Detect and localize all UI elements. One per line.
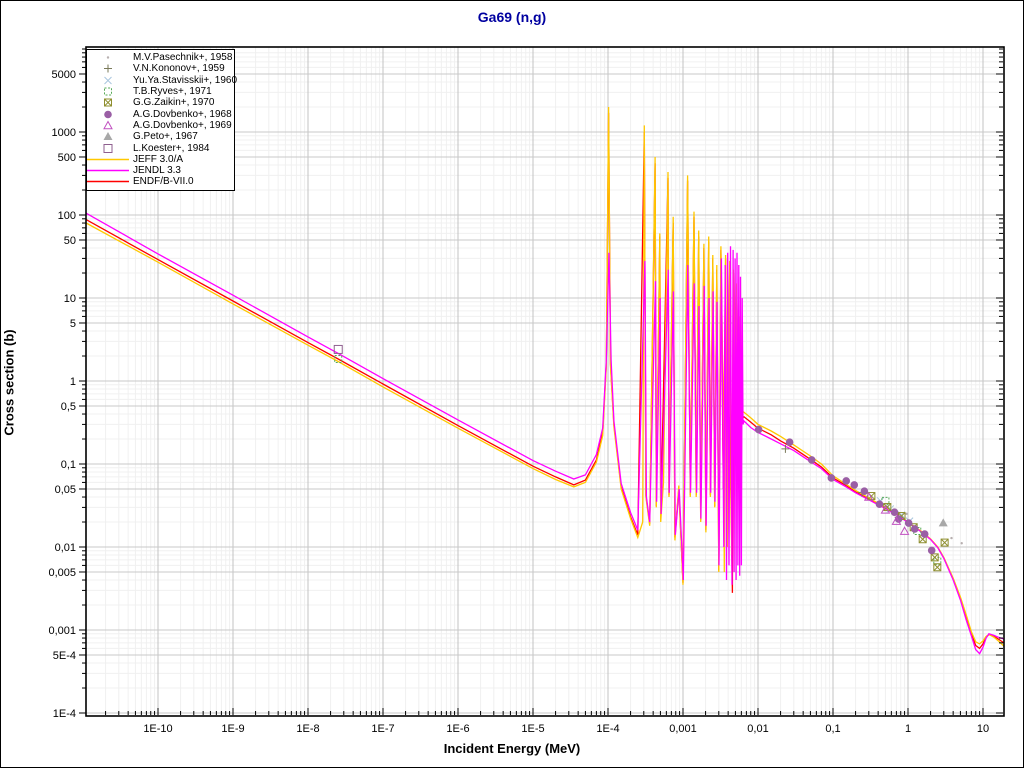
grid-minor	[86, 47, 1004, 716]
legend-item-m-v-pasechnik-1958: M.V.Pasechnik+, 1958	[87, 52, 234, 63]
legend-label: Yu.Ya.Stavisskii+, 1960	[133, 74, 238, 86]
x-tick-label: 1E-8	[296, 723, 319, 735]
y-tick-label: 0,001	[48, 625, 76, 637]
legend-line-swatch	[87, 181, 129, 183]
x-axis-title: Incident Energy (MeV)	[443, 741, 581, 756]
legend-item-jendl-3-3: JENDL 3.3	[87, 165, 234, 176]
x-tick-label: 1E-10	[143, 723, 172, 735]
legend-label: V.N.Kononov+, 1959	[133, 63, 225, 75]
legend-item-g-peto-1967: G.Peto+, 1967	[87, 131, 234, 142]
legend-label: ENDF/B-VII.0	[133, 176, 194, 188]
x-tick-labels: 1E-10 1E-9 1E-8 1E-7 1E-6 1E-5 1E-4 0,001 0,01 0,…	[143, 723, 989, 735]
y-tick-label: 500	[58, 152, 76, 164]
legend-sq-dashed-marker-icon	[104, 87, 112, 96]
legend-label: JENDL 3.3	[133, 165, 181, 177]
y-tick-label: 1000	[52, 127, 76, 139]
x-tick-label: 1E-5	[521, 723, 544, 735]
legend-label: JEFF 3.0/A	[133, 153, 184, 165]
series-jendl-3-3	[85, 212, 1005, 655]
legend-line-swatch	[87, 169, 129, 172]
legend-tri-open-marker-icon	[103, 120, 113, 130]
y-tick-label: 5	[70, 318, 76, 330]
scatter-l-koester-1984	[333, 344, 343, 354]
x-tick-label: 1E-7	[371, 723, 394, 735]
legend-label: G.G.Zaikin+, 1970	[133, 97, 215, 109]
y-tick-labels: 5000 1000 500 100 50 10 5 1 0,5 0,1 0,05 0,01 0,005 0…	[48, 69, 76, 720]
y-tick-label: 5000	[52, 69, 76, 81]
y-tick-label: 1E-4	[53, 708, 76, 720]
y-tick-label: 100	[58, 210, 76, 222]
y-tick-label: 1	[70, 376, 76, 388]
legend-item-endf-b-vii-0: ENDF/B-VII.0	[87, 176, 234, 187]
scatter-g-peto-1967	[938, 518, 948, 527]
y-tick-label: 0,5	[61, 401, 76, 413]
x-tick-label: 0,1	[825, 723, 840, 735]
x-tick-label: 1E-4	[596, 723, 619, 735]
scatter-a-g-dovbenko-1968	[754, 425, 936, 555]
y-tick-label: 50	[64, 235, 76, 247]
legend-item-l-koester-1984: L.Koester+, 1984	[87, 142, 234, 154]
legend-label: M.V.Pasechnik+, 1958	[133, 52, 233, 64]
chart-title: Ga69 (n,g)	[477, 9, 547, 25]
legend-line-swatch	[87, 158, 129, 161]
y-tick-label: 0,005	[48, 567, 76, 579]
scatter-m-v-pasechnik-1958	[905, 512, 963, 545]
legend-tri-fill-marker-icon	[103, 132, 113, 141]
y-tick-label: 0,01	[55, 542, 76, 554]
legend-sq-open-marker-icon	[103, 143, 113, 153]
x-tick-label: 10	[977, 723, 989, 735]
legend-label: G.Peto+, 1967	[133, 131, 198, 143]
x-tick-label: 0,01	[747, 723, 768, 735]
axis-ticks	[79, 48, 1003, 715]
legend-item-jeff-3-0-a: JEFF 3.0/A	[87, 154, 234, 165]
legend-item-g-g-zaikin-1970: G.G.Zaikin+, 1970	[87, 97, 234, 108]
legend-label: L.Koester+, 1984	[133, 142, 210, 154]
legend-item-v-n-kononov-1959: V.N.Kononov+, 1959	[87, 63, 234, 74]
x-tick-label: 1	[905, 723, 911, 735]
legend-label: A.G.Dovbenko+, 1968	[133, 108, 232, 120]
legend-dot-marker-icon	[106, 56, 110, 59]
legend-item-a-g-dovbenko-1969: A.G.Dovbenko+, 1969	[87, 120, 234, 131]
legend-circle-fill-marker-icon	[104, 110, 112, 118]
y-tick-label: 0,05	[55, 484, 76, 496]
x-tick-label: 1E-9	[221, 723, 244, 735]
x-tick-label: 0,001	[669, 723, 697, 735]
y-axis-title: Cross section (b)	[1, 329, 17, 436]
legend: M.V.Pasechnik+, 1958 V.N.Kononov+, 1959 Yu…	[86, 49, 238, 191]
legend-item-t-b-ryves-1971: T.B.Ryves+, 1971	[87, 86, 234, 97]
legend-item-a-g-dovbenko-1968: A.G.Dovbenko+, 1968	[87, 108, 234, 120]
x-tick-label: 1E-6	[446, 723, 469, 735]
scatter-a-g-dovbenko-1969	[863, 491, 910, 535]
legend-item-yu-ya-stavisskii-1960: Yu.Ya.Stavisskii+, 1960	[87, 74, 238, 86]
legend-plus-marker-icon	[104, 64, 112, 73]
legend-sq-cross-marker-icon	[104, 98, 112, 107]
legend-x-marker-icon	[104, 76, 112, 85]
legend-label: T.B.Ryves+, 1971	[133, 86, 212, 98]
y-tick-label: 0,1	[61, 459, 76, 471]
y-tick-label: 5E-4	[53, 650, 76, 662]
legend-label: A.G.Dovbenko+, 1969	[133, 119, 232, 131]
y-tick-label: 10	[64, 293, 76, 305]
